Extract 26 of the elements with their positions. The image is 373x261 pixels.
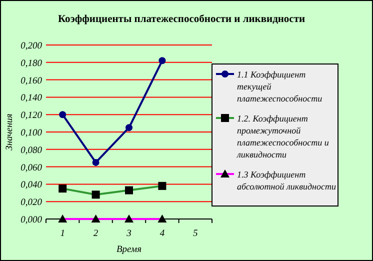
y-tick-label: 0,020	[20, 198, 42, 208]
point	[92, 158, 100, 166]
x-tick-label: 4	[160, 229, 165, 239]
y-tick-label: 0,080	[20, 146, 42, 156]
legend-label: 1.1 Коэффициент текущей платежеспособности	[237, 70, 323, 104]
y-tick-label: 0,160	[20, 76, 42, 86]
y-tick-label: 0,200	[20, 42, 42, 52]
point	[126, 124, 132, 132]
y-axis-title: Значения	[5, 114, 15, 150]
legend-label: 1.3 Коэффициент абсолютной ликвидности	[237, 170, 336, 192]
x-tick-label: 3	[126, 229, 132, 239]
y-tick-label: 0,100	[20, 128, 42, 138]
x-axis-title: Время	[116, 245, 142, 255]
x-tick-label: 1	[60, 229, 65, 239]
x-tick-label: 5	[193, 229, 198, 239]
y-tick-label: 0,140	[20, 94, 42, 104]
point	[59, 111, 66, 118]
y-tick-label: 0,120	[20, 111, 42, 122]
y-tick-label: 0,180	[20, 58, 42, 69]
x-tick-label: 2	[93, 229, 98, 239]
y-tick-label: 0,000	[20, 216, 42, 226]
y-tick-label: 0,060	[20, 163, 42, 174]
legend-label: 1.2. Коэффициент промежуточной платежеспособности и ликвидности	[236, 114, 330, 160]
y-tick-label: 0,040	[20, 180, 42, 191]
point	[158, 57, 166, 64]
chart-title: Коэффициенты платежеспособности и ликвидности	[58, 14, 306, 25]
